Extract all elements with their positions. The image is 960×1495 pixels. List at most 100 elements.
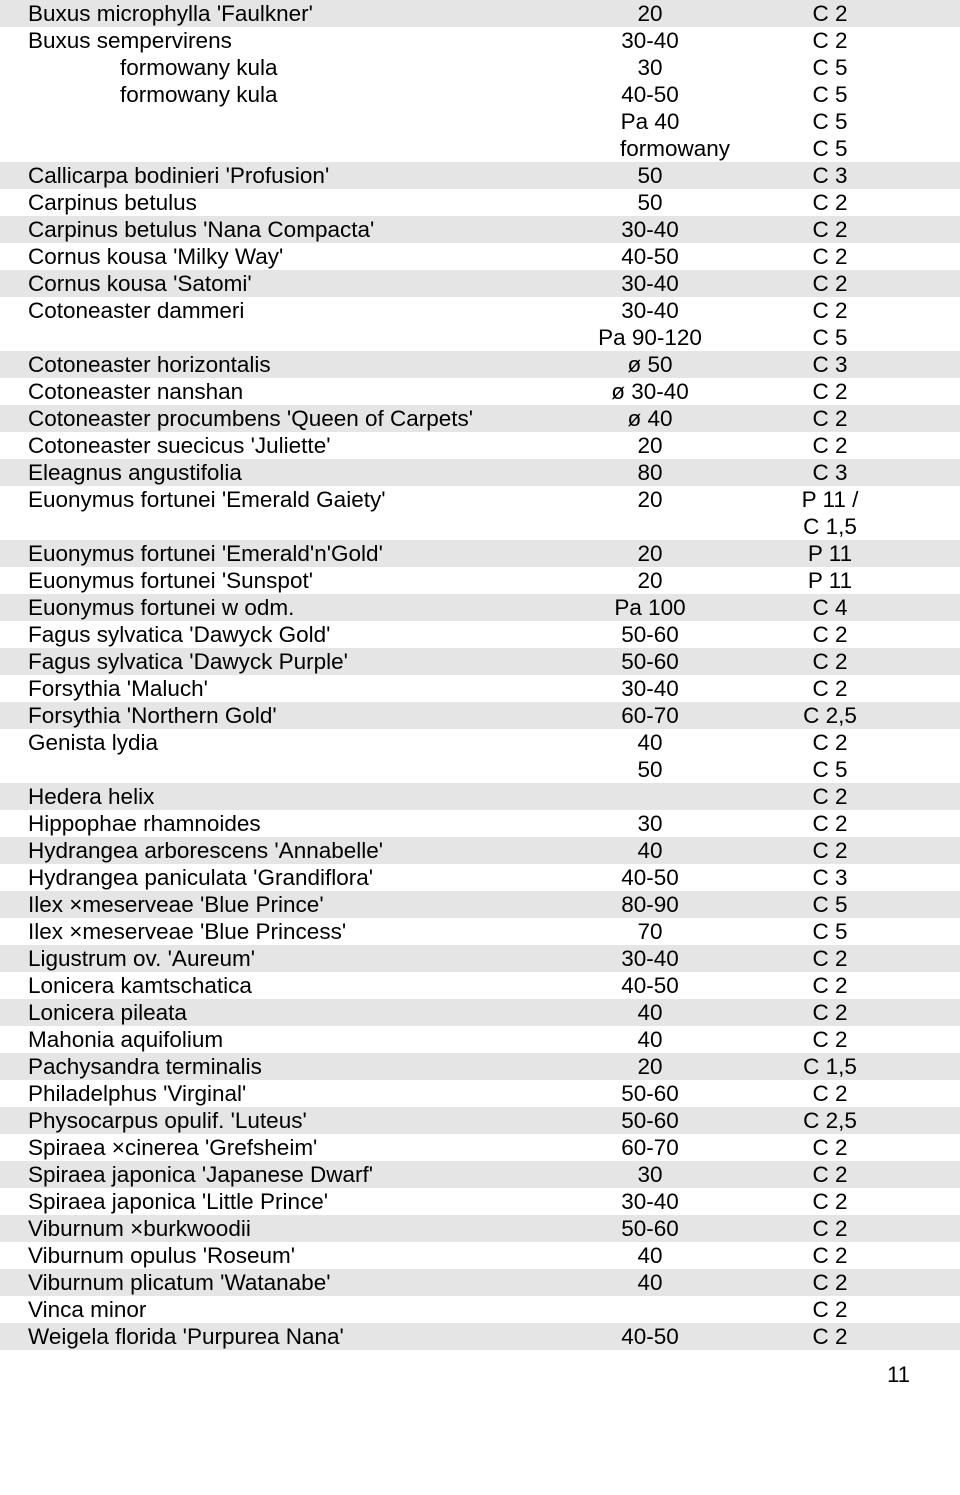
plant-size: 40-50 bbox=[560, 81, 740, 108]
plant-name: Carpinus betulus 'Nana Compacta' bbox=[0, 216, 560, 243]
plant-size: 50-60 bbox=[560, 1215, 740, 1242]
table-row: Viburnum ×burkwoodii50-60C 2 bbox=[0, 1215, 960, 1242]
plant-name: Forsythia 'Northern Gold' bbox=[0, 702, 560, 729]
table-row: Spiraea japonica 'Little Prince'30-40C 2 bbox=[0, 1188, 960, 1215]
plant-spec: C 5 bbox=[740, 54, 920, 81]
table-row: formowany kula30C 5 bbox=[0, 54, 960, 81]
plant-size: 50 bbox=[560, 162, 740, 189]
plant-size: 20 bbox=[560, 486, 740, 513]
plant-spec: C 3 bbox=[740, 162, 920, 189]
plant-name: Carpinus betulus bbox=[0, 189, 560, 216]
plant-spec: C 2 bbox=[740, 999, 920, 1026]
plant-spec: C 2 bbox=[740, 297, 920, 324]
table-row: Forsythia 'Maluch'30-40C 2 bbox=[0, 675, 960, 702]
plant-size: 30 bbox=[560, 810, 740, 837]
plant-spec: C 2,5 bbox=[740, 1107, 920, 1134]
table-row: Lonicera kamtschatica40-50C 2 bbox=[0, 972, 960, 999]
plant-table: Buxus microphylla 'Faulkner'20C 2Buxus s… bbox=[0, 0, 960, 1350]
plant-size: Pa 90-120 bbox=[560, 324, 740, 351]
plant-name: Cornus kousa 'Milky Way' bbox=[0, 243, 560, 270]
plant-spec: C 5 bbox=[740, 81, 920, 108]
plant-spec: C 1,5 bbox=[740, 1053, 920, 1080]
table-row: Ligustrum ov. 'Aureum'30-40C 2 bbox=[0, 945, 960, 972]
plant-spec: C 2 bbox=[740, 216, 920, 243]
plant-size: 40 bbox=[560, 837, 740, 864]
plant-size: 20 bbox=[560, 1053, 740, 1080]
table-row: Cotoneaster procumbens 'Queen of Carpets… bbox=[0, 405, 960, 432]
plant-name: Spiraea japonica 'Little Prince' bbox=[0, 1188, 560, 1215]
table-row: Carpinus betulus 'Nana Compacta'30-40C 2 bbox=[0, 216, 960, 243]
table-row: Callicarpa bodinieri 'Profusion'50C 3 bbox=[0, 162, 960, 189]
plant-name: Buxus microphylla 'Faulkner' bbox=[0, 0, 560, 27]
plant-spec: C 2 bbox=[740, 1269, 920, 1296]
plant-spec: C 2 bbox=[740, 378, 920, 405]
plant-name: Spiraea japonica 'Japanese Dwarf' bbox=[0, 1161, 560, 1188]
table-row: Buxus sempervirens30-40C 2 bbox=[0, 27, 960, 54]
plant-name: Philadelphus 'Virginal' bbox=[0, 1080, 560, 1107]
plant-size: formowany bbox=[560, 135, 740, 162]
plant-size: 50 bbox=[560, 189, 740, 216]
plant-size: Pa 100 bbox=[560, 594, 740, 621]
plant-size: 50-60 bbox=[560, 1107, 740, 1134]
plant-name: Spiraea ×cinerea 'Grefsheim' bbox=[0, 1134, 560, 1161]
plant-size: 60-70 bbox=[560, 1134, 740, 1161]
plant-spec: C 3 bbox=[740, 864, 920, 891]
table-row: Philadelphus 'Virginal'50-60C 2 bbox=[0, 1080, 960, 1107]
plant-name: Lonicera kamtschatica bbox=[0, 972, 560, 999]
plant-size: 40 bbox=[560, 1026, 740, 1053]
plant-name: formowany kula bbox=[0, 81, 560, 108]
plant-spec: C 2 bbox=[740, 432, 920, 459]
plant-size: 20 bbox=[560, 0, 740, 27]
plant-size: 30-40 bbox=[560, 675, 740, 702]
plant-size: 80-90 bbox=[560, 891, 740, 918]
plant-size: 50-60 bbox=[560, 1080, 740, 1107]
plant-name: Weigela florida 'Purpurea Nana' bbox=[0, 1323, 560, 1350]
plant-size: 50-60 bbox=[560, 648, 740, 675]
table-row: Euonymus fortunei 'Emerald Gaiety'20P 11… bbox=[0, 486, 960, 513]
plant-name: Euonymus fortunei 'Emerald'n'Gold' bbox=[0, 540, 560, 567]
plant-size: 30-40 bbox=[560, 270, 740, 297]
table-row: Weigela florida 'Purpurea Nana'40-50C 2 bbox=[0, 1323, 960, 1350]
table-row: formowany kula40-50C 5 bbox=[0, 81, 960, 108]
plant-name: Cotoneaster horizontalis bbox=[0, 351, 560, 378]
plant-name: Hedera helix bbox=[0, 783, 560, 810]
plant-name: Buxus sempervirens bbox=[0, 27, 560, 54]
plant-size: 30-40 bbox=[560, 945, 740, 972]
table-row: Pa 90-120C 5 bbox=[0, 324, 960, 351]
plant-spec: C 2 bbox=[740, 648, 920, 675]
table-row: Carpinus betulus50C 2 bbox=[0, 189, 960, 216]
plant-size: 20 bbox=[560, 432, 740, 459]
table-row: Hydrangea arborescens 'Annabelle'40C 2 bbox=[0, 837, 960, 864]
plant-spec: C 2 bbox=[740, 621, 920, 648]
plant-size: 80 bbox=[560, 459, 740, 486]
plant-spec: C 2 bbox=[740, 1188, 920, 1215]
table-row: Spiraea japonica 'Japanese Dwarf'30C 2 bbox=[0, 1161, 960, 1188]
plant-size: 40-50 bbox=[560, 972, 740, 999]
table-row: Ilex ×meserveae 'Blue Prince'80-90C 5 bbox=[0, 891, 960, 918]
plant-name: Forsythia 'Maluch' bbox=[0, 675, 560, 702]
table-row: Hydrangea paniculata 'Grandiflora'40-50C… bbox=[0, 864, 960, 891]
plant-spec: C 2 bbox=[740, 1296, 920, 1323]
plant-spec: C 2 bbox=[740, 783, 920, 810]
plant-name: Genista lydia bbox=[0, 729, 560, 756]
plant-size: 30 bbox=[560, 54, 740, 81]
table-row: Cotoneaster nanshanø 30-40C 2 bbox=[0, 378, 960, 405]
plant-name: Hydrangea arborescens 'Annabelle' bbox=[0, 837, 560, 864]
plant-spec: C 2 bbox=[740, 1323, 920, 1350]
plant-spec: C 4 bbox=[740, 594, 920, 621]
plant-name: Callicarpa bodinieri 'Profusion' bbox=[0, 162, 560, 189]
table-row: Genista lydia40C 2 bbox=[0, 729, 960, 756]
plant-spec: C 1,5 bbox=[740, 513, 920, 540]
plant-spec: P 11 / bbox=[740, 486, 920, 513]
plant-spec: C 2,5 bbox=[740, 702, 920, 729]
plant-spec: C 5 bbox=[740, 891, 920, 918]
table-row: Hedera helix C 2 bbox=[0, 783, 960, 810]
plant-spec: C 5 bbox=[740, 324, 920, 351]
plant-size: 30-40 bbox=[560, 1188, 740, 1215]
plant-spec: C 2 bbox=[740, 1080, 920, 1107]
plant-name: Viburnum ×burkwoodii bbox=[0, 1215, 560, 1242]
plant-size: 20 bbox=[560, 567, 740, 594]
plant-name: Cotoneaster procumbens 'Queen of Carpets… bbox=[0, 405, 560, 432]
plant-size: 60-70 bbox=[560, 702, 740, 729]
plant-name: Cotoneaster nanshan bbox=[0, 378, 560, 405]
